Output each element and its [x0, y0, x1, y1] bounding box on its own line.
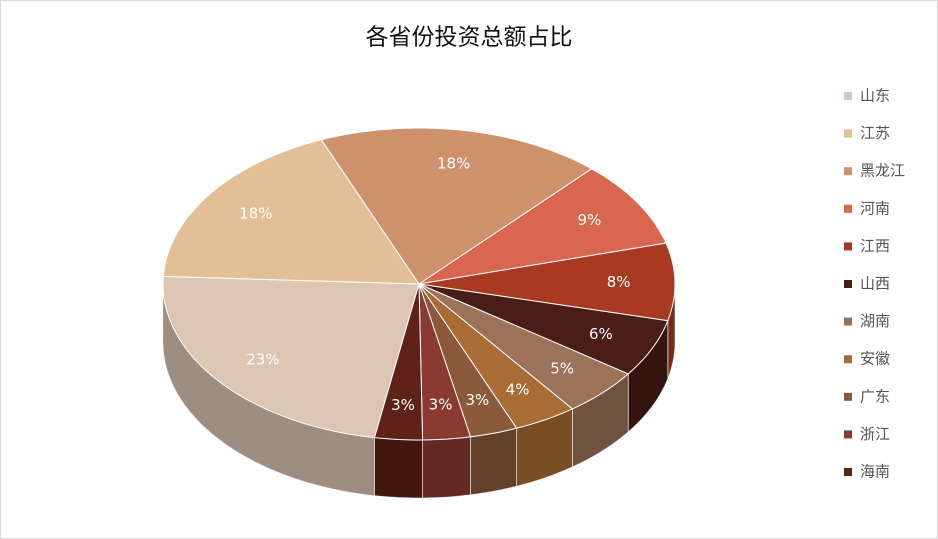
legend-swatch: [844, 392, 852, 401]
legend-swatch: [844, 468, 852, 476]
legend-swatch: [844, 204, 852, 213]
pie-slice: [418, 242, 676, 322]
wall-shade: [572, 373, 629, 467]
wall-shade: [516, 408, 573, 487]
pie-slice: [418, 283, 669, 375]
wall-shade: [422, 436, 471, 498]
pie-slice: [162, 275, 420, 439]
legend-swatch: [844, 355, 852, 364]
legend-label: 山西: [860, 275, 890, 293]
pie-slice: [418, 283, 518, 438]
data-label: 3%: [391, 396, 415, 414]
wall-shade: [374, 437, 423, 498]
chart-title: 各省份投资总额占比: [366, 25, 573, 51]
data-label: 6%: [589, 325, 613, 343]
data-label: 3%: [429, 395, 453, 413]
legend-swatch: [844, 430, 852, 439]
legend-label: 江西: [860, 237, 890, 255]
legend-label: 湖南: [860, 312, 890, 330]
pie-slice: [320, 127, 593, 285]
legend-label: 浙江: [860, 425, 890, 443]
legend-swatch: [844, 129, 852, 138]
data-label: 4%: [506, 380, 530, 398]
legend-label: 安徽: [860, 350, 890, 368]
legend-label: 广东: [860, 387, 890, 405]
data-label: 3%: [465, 391, 489, 409]
legend-swatch: [844, 317, 852, 326]
legend-label: 河南: [860, 199, 890, 217]
pie-slice: [373, 283, 424, 441]
legend-label: 山东: [860, 87, 890, 105]
pie-slice: [418, 168, 667, 285]
data-label: 8%: [607, 273, 631, 291]
legend-label: 江苏: [860, 124, 890, 142]
data-label: 5%: [550, 359, 574, 377]
wall-shade: [163, 284, 375, 496]
pie-slice: [418, 283, 574, 429]
wall-shade: [470, 428, 517, 495]
data-label: 18%: [239, 204, 272, 222]
pie-slice: [418, 283, 472, 441]
pie-slice: [418, 283, 630, 410]
legend-swatch: [844, 92, 852, 100]
data-label: 18%: [437, 155, 470, 173]
data-label: 9%: [578, 211, 602, 229]
legend-swatch: [844, 167, 852, 176]
wall-shade: [628, 320, 668, 432]
legend-swatch: [844, 242, 852, 251]
legend-label: 黑龙江: [860, 162, 905, 180]
wall-shade: [667, 284, 675, 379]
pie-slice: [162, 139, 420, 285]
legend-label: 海南: [860, 463, 890, 481]
legend-swatch: [844, 280, 852, 288]
data-label: 23%: [246, 350, 279, 368]
